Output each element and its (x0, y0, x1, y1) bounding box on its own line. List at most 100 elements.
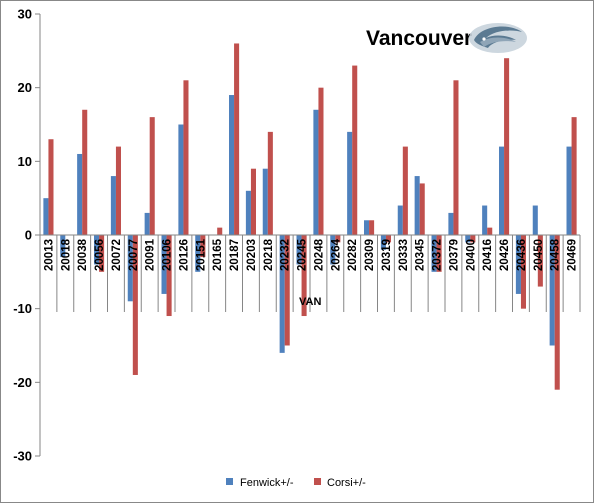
bar-fenwick-20450 (532, 205, 538, 235)
chart-title: Vancouver (366, 27, 472, 50)
bar-corsi-20072 (115, 146, 121, 235)
bar-corsi-20245 (301, 235, 307, 317)
bar-fenwick-20106 (161, 235, 167, 294)
x-category-label: 20245 (297, 238, 309, 271)
y-tick-label: -20 (13, 375, 32, 390)
y-tick-labels: -30 -20 -10 0 10 20 30 (13, 7, 32, 464)
x-category-label: 20379 (448, 239, 460, 271)
bar-fenwick-20248 (313, 109, 319, 235)
y-tick-label: 30 (18, 7, 32, 22)
bar-corsi-20248 (318, 87, 324, 235)
x-category-label: 20248 (313, 238, 325, 271)
x-category-label: 20126 (178, 239, 190, 271)
legend-label-corsi: Corsi+/- (327, 477, 366, 489)
bar-corsi-20458 (554, 235, 560, 390)
x-category-label: 20458 (550, 238, 562, 271)
legend-item-fenwick: Fenwick+/- (226, 477, 294, 489)
legend: Fenwick+/- Corsi+/- (226, 477, 366, 489)
bar-corsi-20126 (183, 80, 189, 235)
bar-corsi-20319 (385, 235, 391, 243)
legend-item-corsi: Corsi+/- (314, 477, 366, 489)
bar-corsi-20165 (217, 227, 223, 235)
bar-fenwick-20218 (262, 168, 268, 235)
bar-fenwick-20416 (482, 205, 488, 235)
x-category-label: 20077 (128, 239, 140, 271)
bar-corsi-20232 (284, 235, 290, 346)
y-tick-label: -10 (13, 301, 32, 316)
bar-fenwick-20187 (229, 95, 235, 235)
x-category-label: 20264 (330, 238, 342, 271)
category-labels: 20013 20018 20038 20056 20072 20077 20091 20106… (43, 238, 578, 271)
x-category-label: 20038 (77, 238, 89, 271)
bar-corsi-20077 (132, 235, 138, 375)
bar-corsi-20450 (537, 235, 543, 287)
bar-corsi-20436 (520, 235, 526, 309)
bar-fenwick-20091 (144, 212, 150, 235)
bar-fenwick-20203 (245, 190, 251, 235)
bar-corsi-20013 (48, 139, 54, 235)
y-tick-label: 10 (18, 154, 32, 169)
bar-fenwick-20372 (431, 235, 437, 272)
bar-fenwick-20126 (178, 124, 184, 235)
x-category-label: 20469 (567, 239, 579, 271)
bar-fenwick-20245 (296, 235, 302, 265)
orca-logo-icon (469, 23, 527, 53)
x-category-label: 20151 (195, 238, 207, 271)
bar-corsi-20151 (200, 235, 206, 258)
bar-corsi-20091 (149, 117, 155, 235)
x-category-label: 20345 (415, 238, 427, 271)
bar-fenwick-20056 (94, 235, 100, 265)
x-category-label: 20333 (398, 239, 410, 271)
x-category-label: 20203 (246, 239, 258, 271)
bar-fenwick-20333 (397, 205, 403, 235)
x-category-label: 20450 (533, 239, 545, 271)
x-category-label: 20187 (229, 239, 241, 271)
x-category-label: 20416 (482, 239, 494, 271)
bar-fenwick-20232 (279, 235, 285, 353)
y-tick-label: 0 (25, 228, 32, 243)
bar-fenwick-20282 (347, 131, 353, 235)
legend-swatch-corsi (314, 478, 321, 485)
x-category-label: 20091 (145, 238, 157, 271)
bar-corsi-20056 (99, 235, 105, 272)
bar-fenwick-20458 (549, 235, 555, 346)
bar-corsi-20372 (436, 235, 442, 272)
x-category-label: 20426 (499, 239, 511, 271)
legend-swatch-fenwick (226, 478, 233, 485)
bars-layer (43, 43, 577, 390)
x-category-label: 20309 (364, 239, 376, 271)
bar-fenwick-20013 (43, 198, 49, 235)
bar-corsi-20426 (504, 58, 510, 236)
bar-fenwick-20379 (448, 212, 454, 235)
x-category-label: 20232 (280, 239, 292, 271)
bar-fenwick-20018 (60, 235, 66, 258)
bar-corsi-20038 (82, 109, 88, 235)
bar-corsi-20345 (419, 183, 425, 235)
bar-corsi-20282 (352, 65, 358, 235)
bar-fenwick-20426 (499, 146, 505, 235)
team-annotation: VAN (299, 296, 321, 308)
bar-fenwick-20469 (566, 146, 572, 235)
bar-fenwick-20038 (77, 153, 83, 235)
y-tick-label: -30 (13, 449, 32, 464)
x-category-label: 20218 (263, 238, 275, 271)
bar-corsi-20106 (166, 235, 172, 317)
bar-corsi-20187 (234, 43, 240, 235)
bar-corsi-20218 (267, 131, 273, 235)
bar-corsi-20416 (487, 227, 493, 235)
legend-label-fenwick: Fenwick+/- (240, 477, 294, 489)
x-category-label: 20013 (43, 239, 55, 271)
x-category-label: 20436 (516, 239, 528, 271)
x-category-label: 20319 (381, 239, 393, 271)
bar-fenwick-20319 (380, 235, 386, 250)
x-category-label: 20282 (347, 239, 359, 271)
bar-fenwick-20151 (195, 235, 201, 272)
axis-layer (35, 13, 581, 457)
x-category-label: 20372 (432, 239, 444, 271)
y-tick-label: 20 (18, 80, 32, 95)
x-category-label: 20106 (162, 239, 174, 271)
x-category-label: 20072 (111, 239, 123, 271)
bar-corsi-20264 (335, 235, 341, 243)
